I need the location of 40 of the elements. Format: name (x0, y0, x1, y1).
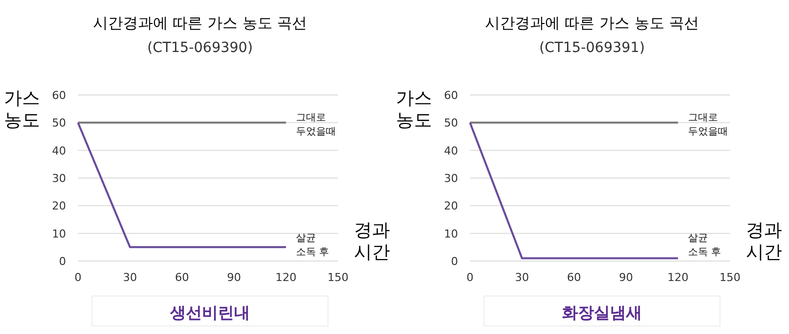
x-tick-label: 0 (466, 271, 474, 284)
x-tick-label: 60 (567, 271, 581, 284)
y-axis-title: 가스 농도 (4, 88, 40, 131)
x-tick-label: 150 (720, 271, 740, 284)
text: 화장실냄새 (562, 303, 642, 322)
x-tick-label: 120 (276, 271, 296, 284)
chart-subtitle: (CT15-069390) (147, 40, 253, 56)
y-tick-label: 60 (444, 89, 458, 102)
chart-title: 시간경과에 따른 가스 농도 곡선 (92, 14, 308, 32)
y-tick-label: 30 (444, 172, 458, 185)
x-tick-label: 0 (74, 271, 82, 284)
chart-title: 시간경과에 따른 가스 농도 곡선 (484, 14, 700, 32)
y-tick-label: 0 (451, 255, 458, 268)
y-axis-title: 가스 농도 (396, 88, 432, 131)
x-tick-label: 90 (227, 271, 241, 284)
x-tick-label: 120 (668, 271, 688, 284)
series-label: 살균 소독 후 (296, 233, 330, 258)
y-tick-label: 50 (52, 116, 66, 130)
y-tick-label: 10 (52, 227, 66, 240)
x-tick-label: 30 (123, 271, 137, 284)
series-label: 그대로 두었을때 (296, 112, 336, 138)
text: 생선비린내 (169, 303, 250, 322)
x-tick-label: 60 (175, 271, 189, 284)
y-tick-label: 40 (444, 144, 458, 158)
y-tick-label: 20 (52, 200, 66, 213)
chart-subtitle: (CT15-069391) (539, 40, 645, 56)
series-label: 그대로 두었을때 (688, 112, 728, 138)
y-tick-label: 40 (52, 144, 66, 158)
y-tick-label: 20 (444, 200, 458, 213)
x-tick-label: 30 (515, 271, 529, 284)
x-tick-label: 90 (619, 271, 633, 284)
y-tick-label: 60 (52, 89, 66, 102)
x-axis-title: 경과 시간 (746, 220, 782, 263)
series-label: 살균 소독 후 (688, 233, 722, 258)
x-axis-title: 경과 시간 (354, 220, 390, 263)
y-tick-label: 50 (444, 116, 458, 130)
y-tick-label: 0 (59, 255, 66, 268)
y-tick-label: 30 (52, 172, 66, 185)
x-tick-label: 150 (328, 271, 348, 284)
y-tick-label: 10 (444, 227, 458, 240)
